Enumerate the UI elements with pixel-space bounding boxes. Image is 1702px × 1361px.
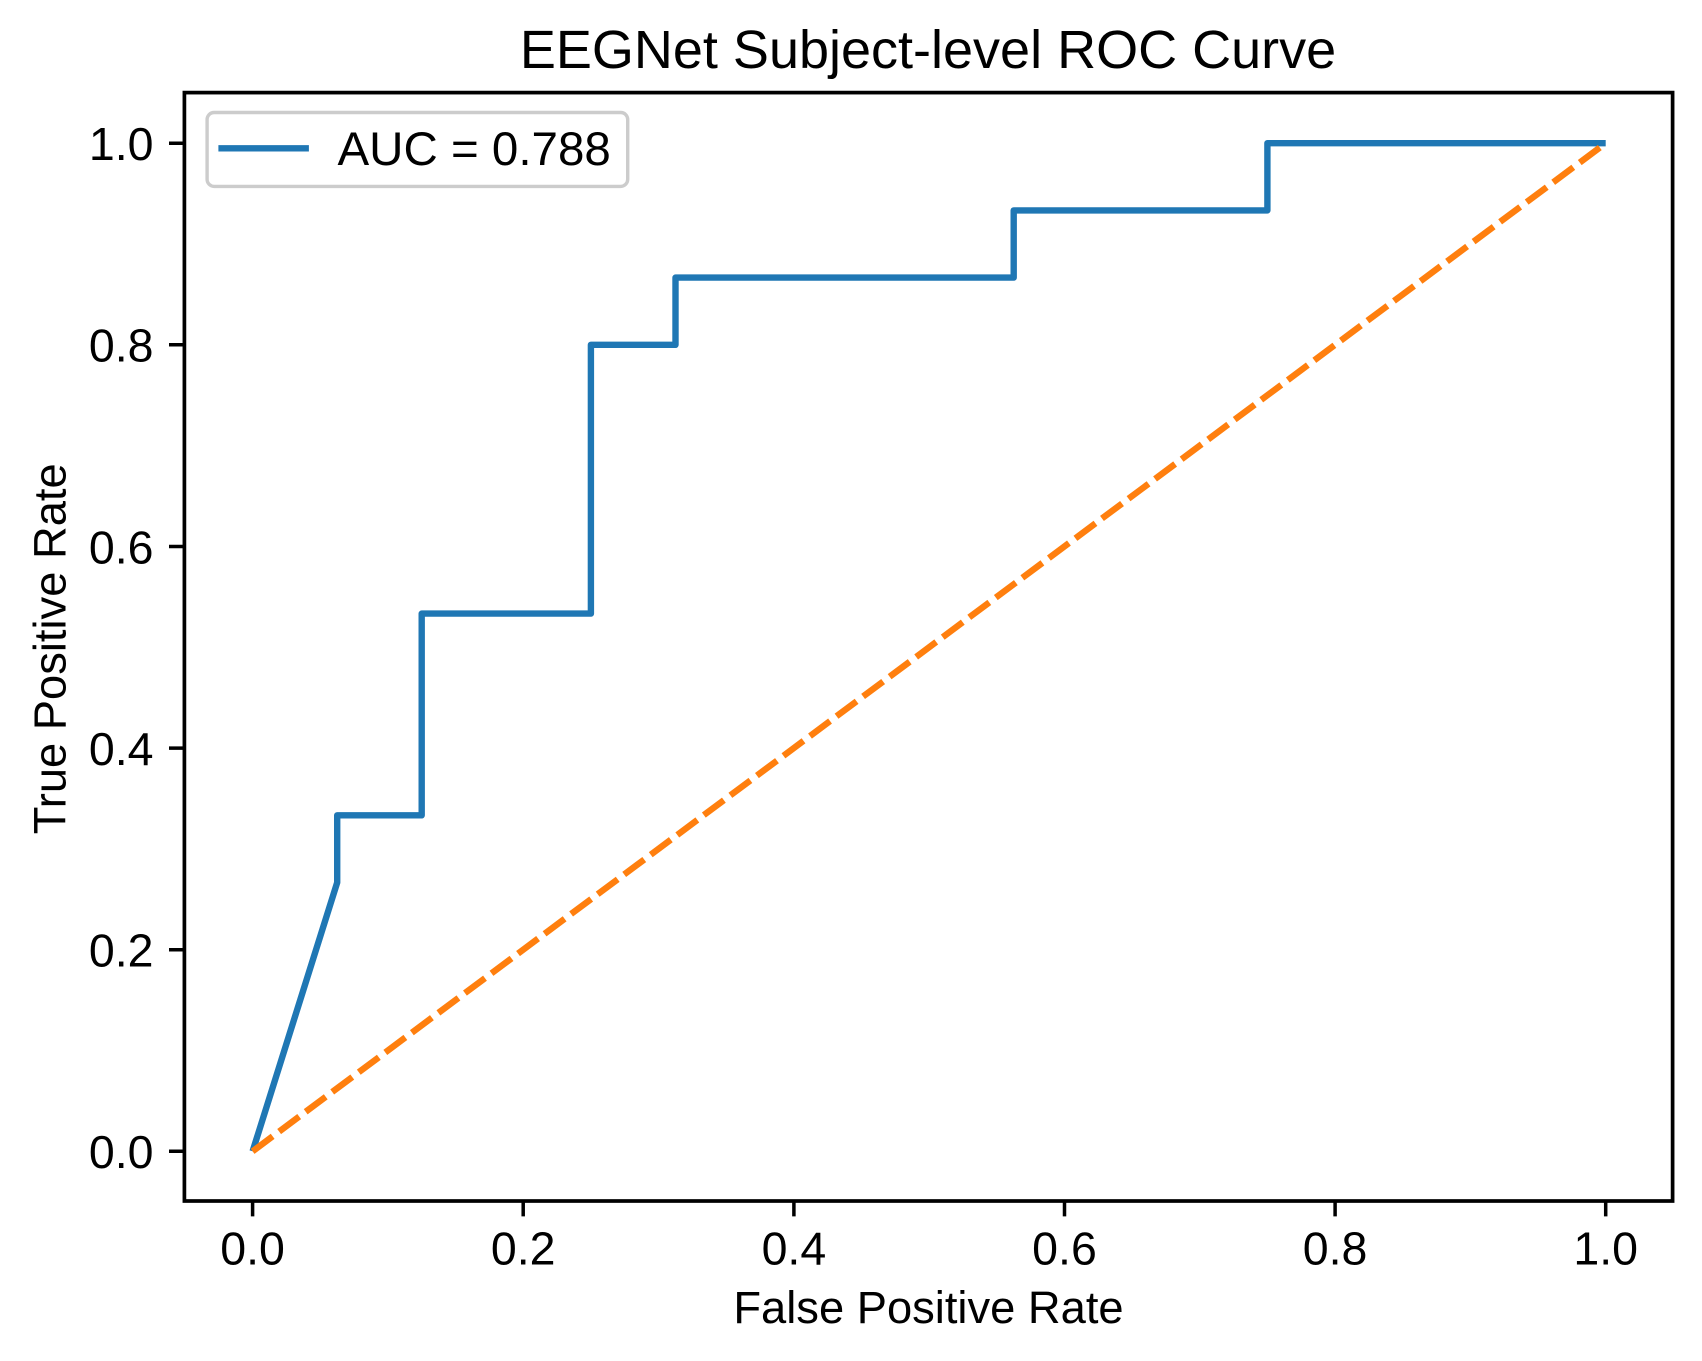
svg-text:0.6: 0.6 bbox=[1032, 1223, 1097, 1275]
svg-text:False Positive Rate: False Positive Rate bbox=[733, 1282, 1123, 1333]
svg-text:AUC = 0.788: AUC = 0.788 bbox=[338, 123, 611, 176]
svg-text:EEGNet Subject-level ROC Curve: EEGNet Subject-level ROC Curve bbox=[520, 20, 1336, 80]
svg-text:1.0: 1.0 bbox=[1573, 1223, 1638, 1275]
svg-text:0.0: 0.0 bbox=[89, 1126, 154, 1178]
svg-text:0.6: 0.6 bbox=[89, 521, 154, 573]
svg-text:0.2: 0.2 bbox=[89, 925, 154, 977]
svg-text:True Positive Rate: True Positive Rate bbox=[24, 463, 75, 834]
svg-text:0.8: 0.8 bbox=[1303, 1223, 1368, 1275]
svg-text:0.2: 0.2 bbox=[491, 1223, 556, 1275]
svg-text:1.0: 1.0 bbox=[89, 118, 154, 170]
svg-text:0.0: 0.0 bbox=[220, 1223, 285, 1275]
svg-text:0.4: 0.4 bbox=[89, 723, 154, 775]
svg-text:0.8: 0.8 bbox=[89, 320, 154, 372]
svg-text:0.4: 0.4 bbox=[762, 1223, 827, 1275]
